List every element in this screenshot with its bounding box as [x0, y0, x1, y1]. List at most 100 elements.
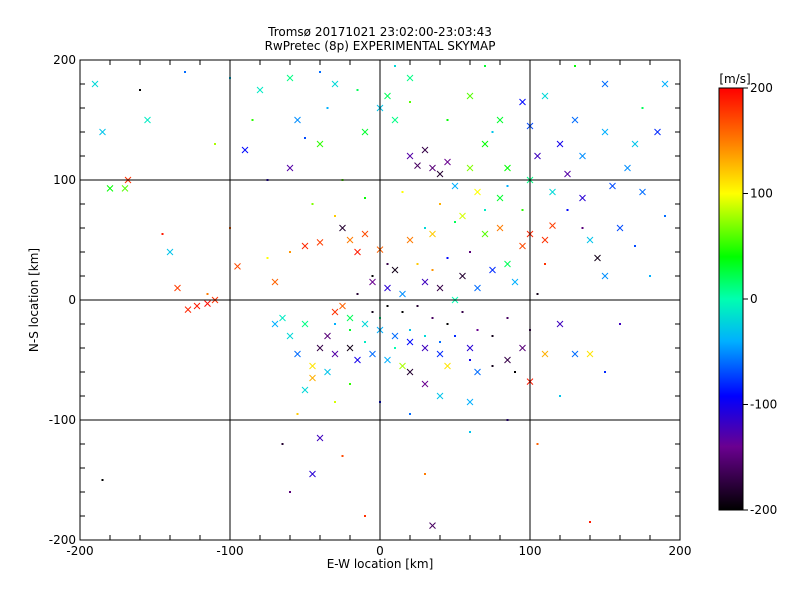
data-point-dot [334, 323, 336, 325]
data-point-dot [139, 89, 141, 91]
data-point-x [324, 368, 331, 376]
data-point-x [301, 320, 309, 328]
data-point-dot [431, 269, 434, 271]
data-point-dot [206, 293, 209, 295]
data-point-x [519, 242, 526, 250]
x-tick-label: -200 [66, 544, 93, 558]
data-point-x [324, 332, 331, 340]
data-point-dot [266, 257, 269, 259]
data-point-x [459, 272, 466, 280]
data-point-x [556, 320, 564, 328]
data-point-x [369, 278, 376, 286]
colorbar-tick-label: -200 [750, 503, 777, 517]
data-point-x [369, 350, 376, 358]
data-point-dot [559, 395, 561, 397]
data-point-dot [506, 185, 509, 187]
data-point-dot [334, 215, 336, 217]
x-tick-label: 100 [519, 544, 542, 558]
data-point-dot [469, 359, 471, 361]
data-point-x [174, 284, 181, 292]
data-point-x [316, 140, 324, 148]
data-point-x [474, 188, 481, 196]
data-point-x [474, 284, 481, 292]
data-point-x [279, 314, 286, 322]
data-point-dot [424, 335, 426, 337]
data-point-x [436, 284, 444, 292]
data-point-dot [566, 209, 569, 211]
axes: -200 -100 0 100 200 -200 -100 0 100 200 [49, 53, 692, 558]
data-point-x [99, 128, 106, 136]
colorbar-tick-label: 200 [750, 81, 773, 95]
data-point-x [594, 254, 601, 262]
data-point-x [421, 380, 429, 388]
chart-subtitle: RwPretec (8p) EXPERIMENTAL SKYMAP [265, 39, 496, 53]
data-point-x [414, 162, 421, 169]
data-point-dot [319, 71, 321, 73]
data-point-x [571, 116, 579, 124]
y-tick-label: -200 [49, 533, 76, 547]
data-point-x [346, 344, 354, 352]
data-point-dot [101, 479, 104, 481]
data-point-x [429, 164, 436, 172]
data-point-x [301, 242, 309, 250]
data-point-dot [446, 323, 449, 325]
data-point-x [331, 308, 339, 316]
data-point-x [624, 164, 631, 172]
data-point-dot [536, 443, 539, 445]
data-point-x [384, 284, 391, 292]
data-point-x [421, 278, 429, 286]
data-point-x [519, 344, 526, 352]
data-point-x [309, 362, 316, 370]
data-point-dot [424, 227, 426, 229]
data-point-x [406, 368, 414, 376]
data-point-x [639, 188, 646, 196]
data-point-x [361, 320, 369, 328]
data-point-x [444, 158, 451, 166]
data-point-dot [634, 245, 636, 247]
data-point-x [346, 314, 354, 322]
data-point-dot [386, 305, 389, 307]
colorbar [718, 87, 744, 511]
data-point-dot [281, 443, 284, 445]
data-point-dot [491, 365, 494, 367]
data-point-x [564, 170, 571, 178]
data-point-x [436, 350, 444, 358]
y-tick-label: 100 [53, 173, 76, 187]
data-point-x [331, 80, 339, 88]
data-point-x [316, 434, 324, 442]
data-point-dot [469, 251, 471, 253]
data-point-dot [311, 203, 314, 205]
data-point-dot [386, 263, 389, 265]
data-point-x [466, 164, 474, 172]
data-points [91, 65, 669, 529]
data-point-x [406, 74, 414, 82]
data-point-x [504, 260, 511, 268]
data-point-x [571, 350, 579, 358]
data-point-dot [401, 191, 404, 193]
grid-lines [79, 59, 681, 541]
data-point-dot [341, 455, 344, 457]
data-point-x [586, 236, 594, 244]
data-point-x [421, 146, 429, 154]
data-point-x [511, 278, 519, 286]
data-point-dot [416, 305, 419, 307]
data-point-x [354, 248, 361, 256]
data-point-x [331, 350, 339, 358]
data-point-dot [161, 233, 164, 235]
data-point-x [541, 236, 549, 244]
data-point-x [294, 116, 301, 124]
colorbar-ticks: 200 100 0 -100 -200 [743, 81, 777, 517]
data-point-dot [184, 71, 186, 73]
data-point-x [309, 374, 316, 382]
data-point-x [601, 272, 609, 280]
data-point-x [399, 290, 406, 298]
data-point-dot [581, 227, 584, 229]
colorbar-tick-label: 100 [750, 187, 773, 201]
data-point-x [661, 80, 669, 88]
data-point-dot [401, 311, 404, 313]
data-point-dot [461, 311, 464, 313]
data-point-x [436, 170, 444, 178]
data-point-x [609, 182, 616, 190]
data-point-x [541, 92, 549, 100]
data-point-dot [251, 119, 254, 121]
